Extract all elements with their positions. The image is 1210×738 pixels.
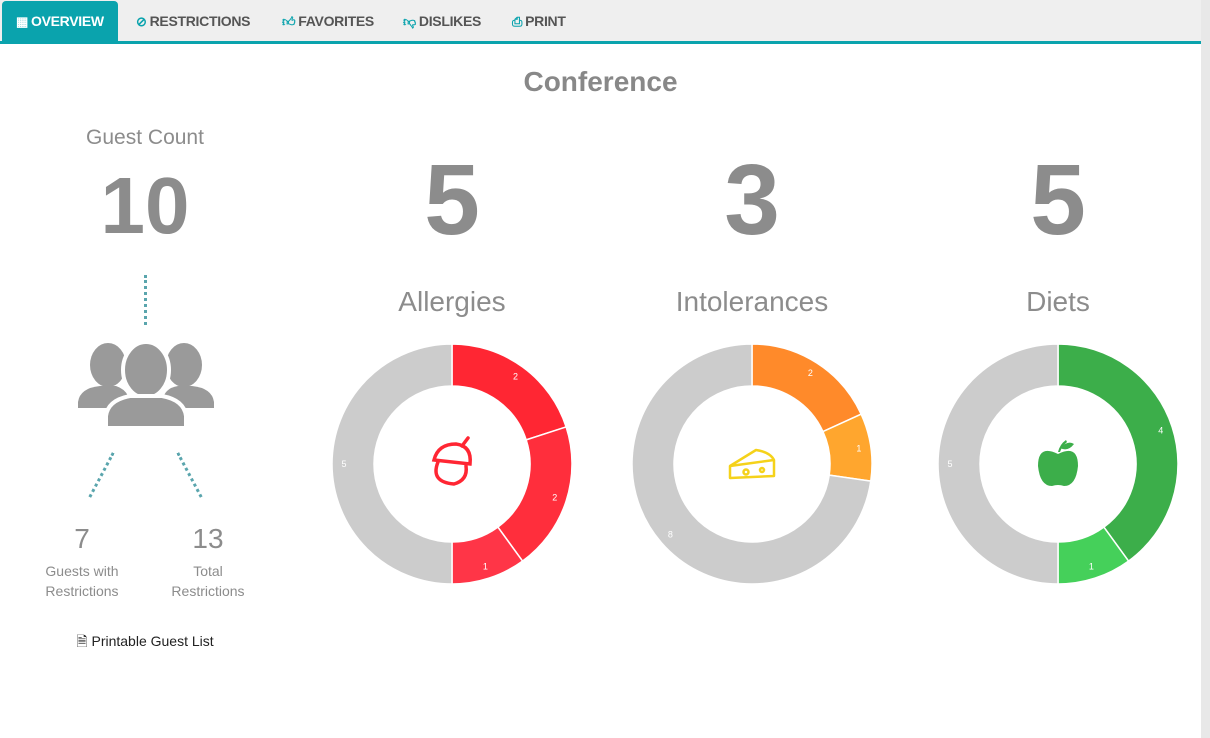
tab-bar: ▦ OVERVIEW ⊘ RESTRICTIONS 👍︎ FAVORITES 👎︎ DI… [0, 0, 1201, 44]
donut-segment[interactable] [331, 343, 453, 585]
total-restrictions-label: Total Restrictions [171, 563, 245, 599]
diets-title: Diets [1026, 286, 1090, 317]
users-icon [78, 340, 214, 430]
connector [144, 275, 147, 325]
total-restrictions-count: 13 [192, 523, 224, 554]
diets-count: 5 [1030, 144, 1086, 256]
cheese-icon [728, 448, 776, 480]
thumbs-up-icon: 👍︎ [282, 14, 296, 29]
acorn-icon [431, 436, 472, 486]
donut-segment[interactable] [631, 343, 872, 585]
tab-favorites[interactable]: 👍︎ FAVORITES [282, 13, 374, 29]
tab-print[interactable]: ⎙ PRINT [512, 13, 566, 29]
print-icon: ⎙ [512, 14, 523, 29]
donut-segment-label: 2 [513, 372, 518, 382]
page-title: Conference [523, 66, 678, 97]
guest-count-label: Guest Count [86, 126, 204, 149]
guest-count: 10 [100, 161, 190, 250]
donut-segment[interactable] [496, 425, 573, 563]
donut-segment[interactable] [451, 343, 568, 441]
donut-segment[interactable] [751, 343, 863, 433]
tab-restrictions[interactable]: ⊘ RESTRICTIONS [136, 13, 251, 29]
scrollbar[interactable] [1201, 0, 1210, 738]
ban-icon: ⊘ [136, 14, 147, 29]
allergies-title: Allergies [398, 286, 506, 317]
donut-segment-label: 2 [808, 368, 813, 378]
guests-with-restrictions-count: 7 [74, 523, 90, 554]
printable-guest-list-link[interactable]: 🗎 Printable Guest List [76, 633, 214, 649]
donut-segment[interactable] [937, 343, 1059, 585]
diets-donut-chart: 4 1 5 [937, 343, 1179, 585]
intolerances-donut-chart: 2 1 8 [631, 343, 873, 585]
connector [88, 452, 115, 498]
donut-segment-label: 1 [483, 562, 488, 572]
calculator-icon: ▦ [16, 14, 28, 29]
allergies-donut-chart: 2 2 1 5 [331, 343, 573, 585]
donut-segment-label: 1 [1089, 562, 1094, 572]
donut-segment-label: 5 [341, 459, 346, 469]
donut-segment-label: 1 [856, 444, 861, 454]
intolerances-title: Intolerances [675, 286, 829, 317]
donut-segment-label: 4 [1158, 426, 1163, 436]
donut-segment[interactable] [1057, 343, 1179, 563]
donut-segment-label: 2 [552, 492, 557, 502]
allergies-count: 5 [424, 144, 480, 256]
connector [176, 452, 203, 498]
tab-overview[interactable]: ▦ OVERVIEW [2, 1, 118, 41]
donut-segment-label: 5 [947, 459, 952, 469]
guests-with-restrictions-label: Guests with Restrictions [45, 563, 119, 599]
pdf-icon: 🗎 [76, 633, 88, 649]
thumbs-down-icon: 👎︎ [403, 14, 416, 29]
intolerances-count: 3 [724, 144, 780, 256]
tab-dislikes[interactable]: 👎︎ DISLIKES [403, 13, 482, 29]
donut-segment-label: 8 [668, 530, 673, 540]
apple-icon [1038, 440, 1078, 486]
